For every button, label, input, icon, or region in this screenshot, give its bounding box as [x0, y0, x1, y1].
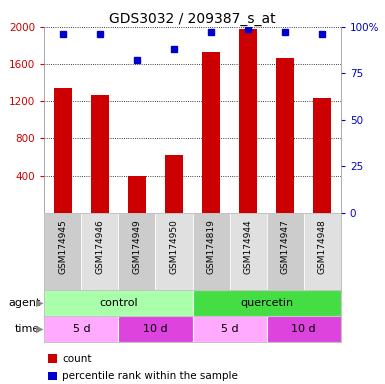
Bar	[192, 290, 341, 316]
Text: GSM174944: GSM174944	[244, 219, 253, 273]
Text: percentile rank within the sample: percentile rank within the sample	[62, 371, 238, 381]
Bar	[304, 213, 341, 290]
Bar	[313, 98, 331, 213]
Text: GSM174948: GSM174948	[318, 219, 327, 274]
Text: GSM174950: GSM174950	[169, 219, 179, 274]
Text: 5 d: 5 d	[72, 324, 90, 334]
Text: GSM174946: GSM174946	[95, 219, 104, 274]
Bar	[229, 213, 266, 290]
Text: 10 d: 10 d	[143, 324, 168, 334]
Bar	[192, 316, 267, 342]
Bar	[54, 88, 72, 213]
Text: ▶: ▶	[36, 324, 43, 334]
Text: 5 d: 5 d	[221, 324, 238, 334]
Text: GSM174945: GSM174945	[58, 219, 67, 274]
Text: 10 d: 10 d	[291, 324, 316, 334]
Bar	[276, 58, 295, 213]
Bar	[202, 52, 220, 213]
Bar	[156, 213, 192, 290]
Bar	[44, 316, 119, 342]
Bar	[119, 213, 156, 290]
Title: GDS3032 / 209387_s_at: GDS3032 / 209387_s_at	[109, 12, 276, 26]
Bar	[239, 29, 257, 213]
Text: GSM174949: GSM174949	[132, 219, 141, 274]
Bar	[267, 213, 304, 290]
Bar	[128, 177, 146, 213]
Bar	[81, 213, 119, 290]
Bar	[165, 155, 183, 213]
Text: time: time	[15, 324, 40, 334]
Text: count: count	[62, 354, 92, 364]
Bar	[44, 213, 81, 290]
Bar	[192, 213, 229, 290]
Text: ▶: ▶	[36, 298, 43, 308]
Bar	[90, 95, 109, 213]
Bar	[267, 316, 341, 342]
Bar	[119, 316, 192, 342]
Text: quercetin: quercetin	[240, 298, 293, 308]
Text: agent: agent	[8, 298, 40, 308]
Text: GSM174819: GSM174819	[206, 219, 216, 274]
Bar	[44, 290, 192, 316]
Text: control: control	[99, 298, 138, 308]
Text: GSM174947: GSM174947	[281, 219, 290, 274]
